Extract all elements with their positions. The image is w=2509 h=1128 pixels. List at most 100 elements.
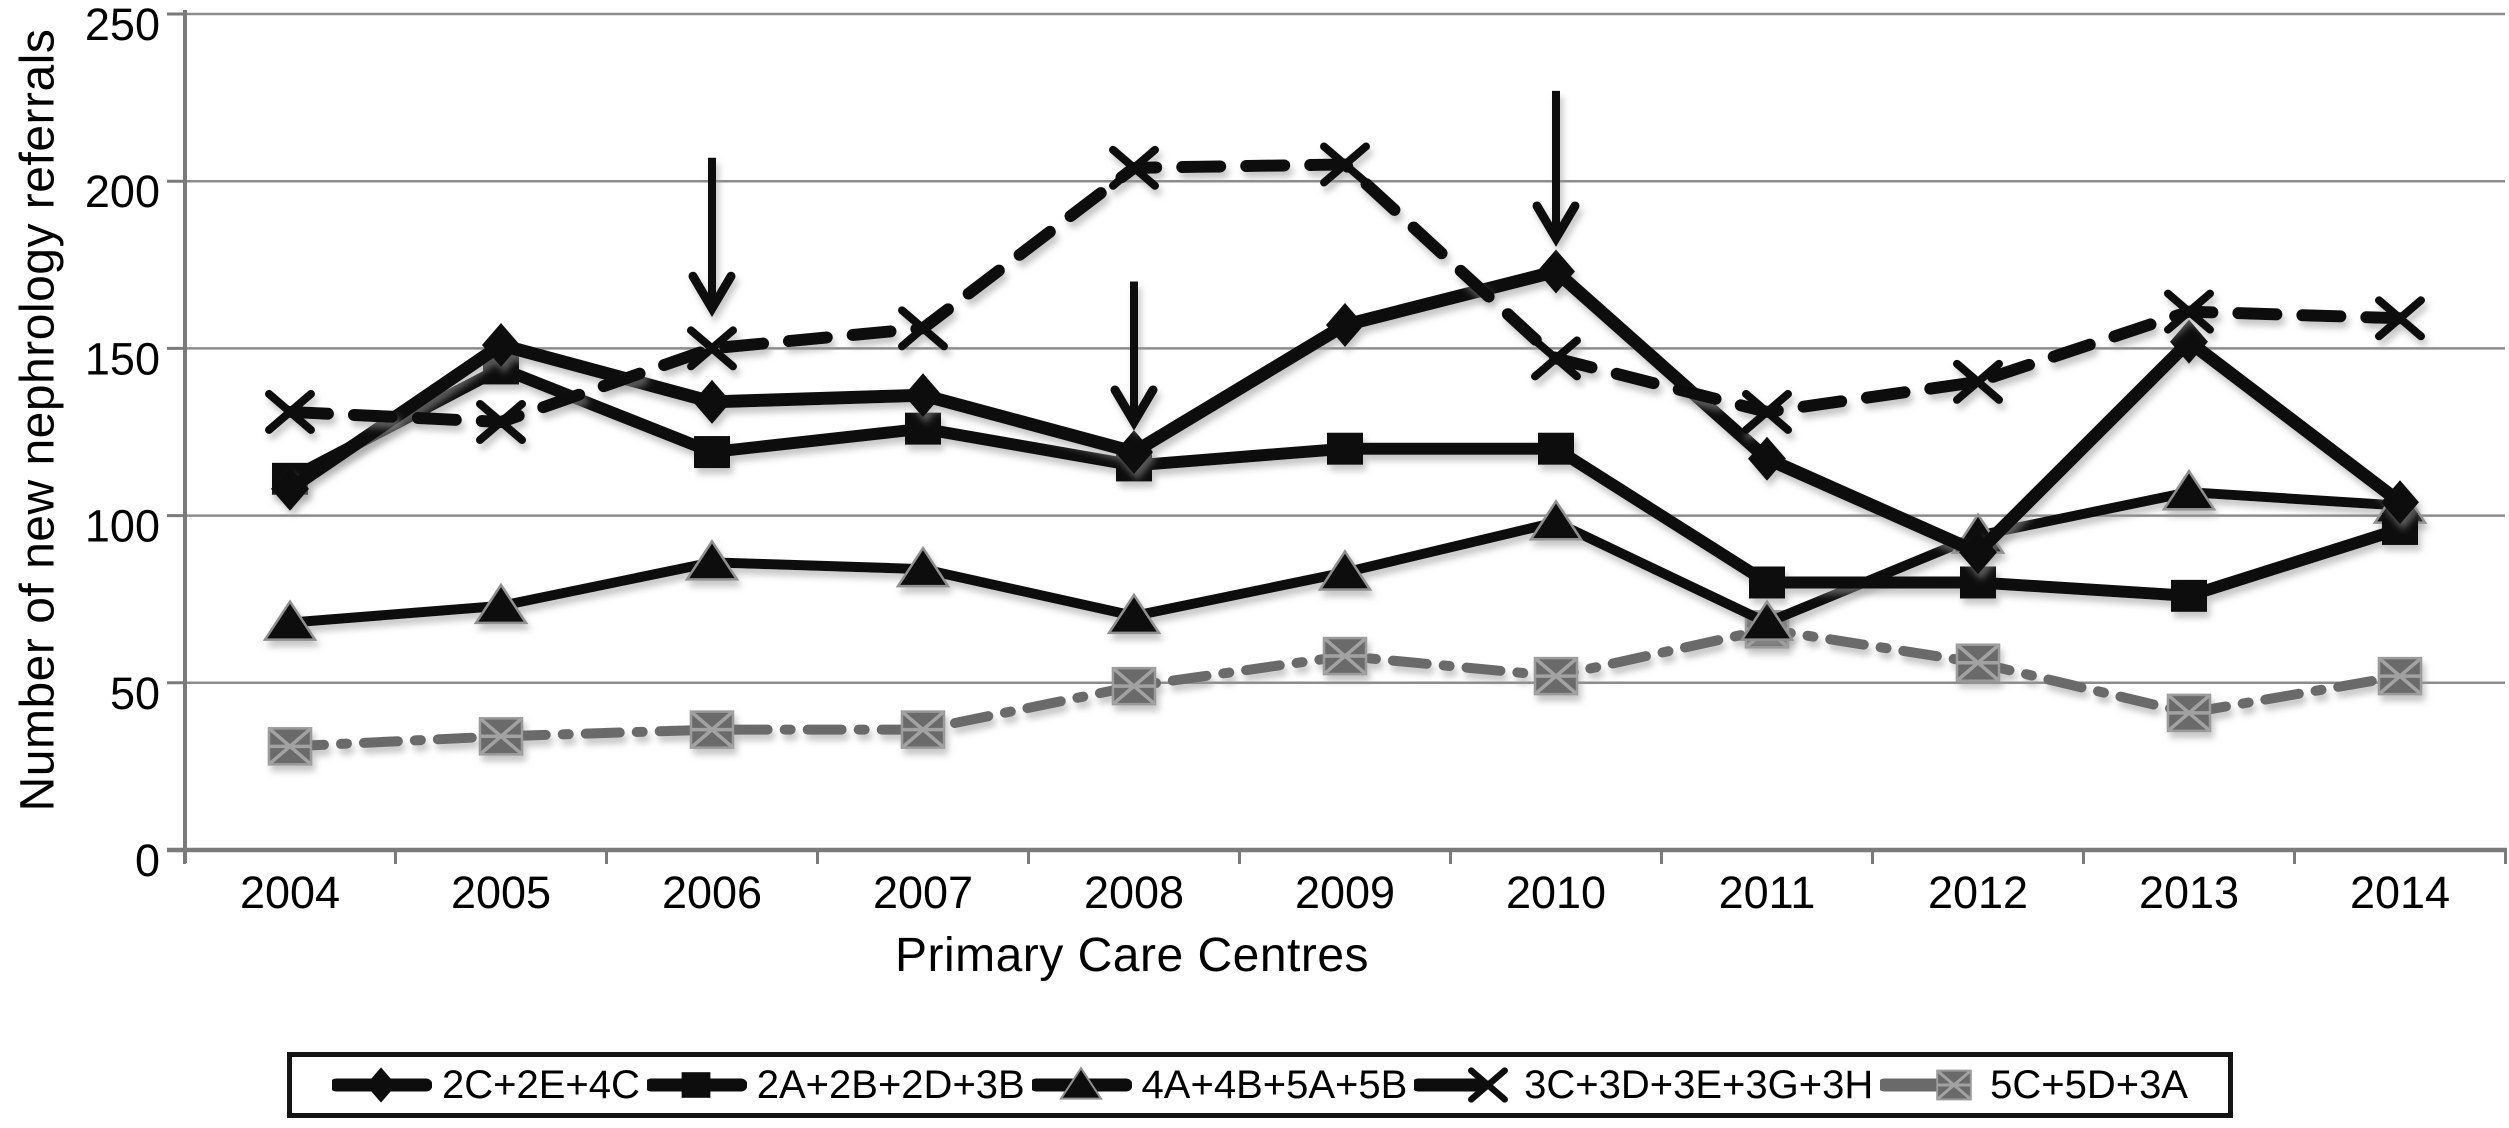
x-marker-icon xyxy=(2375,296,2425,341)
x-marker-icon xyxy=(1953,359,2003,404)
series-x xyxy=(265,142,2425,444)
boxed-x-marker-icon xyxy=(2377,656,2423,696)
x-tick-label: 2011 xyxy=(1719,867,1816,918)
legend-item: 2A+2B+2D+3B xyxy=(646,1059,1025,1111)
legend-label: 5C+5D+3A xyxy=(1990,1062,2188,1107)
square-marker-icon xyxy=(1327,432,1363,465)
x-tick-label: 2005 xyxy=(451,867,551,918)
square-marker-icon xyxy=(694,436,730,469)
down-arrow-icon xyxy=(688,157,736,318)
series-triangle xyxy=(262,468,2428,641)
y-tick-label: 0 xyxy=(135,835,160,886)
x-marker-icon xyxy=(898,306,948,351)
y-tick-label: 200 xyxy=(85,166,160,217)
boxed-x-marker-icon xyxy=(900,710,946,749)
x-tick-label: 2009 xyxy=(1295,867,1395,918)
boxed-x-marker-icon xyxy=(267,727,313,766)
legend-sample-x xyxy=(1414,1067,1509,1103)
x-tick-label: 2004 xyxy=(240,867,340,918)
x-marker-icon xyxy=(1468,1067,1509,1103)
x-tick-label: 2006 xyxy=(662,867,762,918)
x-tick-label: 2008 xyxy=(1084,867,1184,918)
diamond-marker-icon xyxy=(1748,436,1786,481)
triangle-marker-icon xyxy=(1528,499,1584,541)
series-diamond xyxy=(271,249,2419,575)
diamond-marker-icon xyxy=(2381,480,2419,525)
boxed-x-marker-icon xyxy=(689,710,735,749)
square-marker-icon xyxy=(1538,432,1574,465)
triangle-marker-icon xyxy=(1317,549,1373,591)
diamond-marker-icon xyxy=(482,323,520,368)
square-marker-icon xyxy=(2171,579,2207,612)
diamond-marker-icon xyxy=(271,466,309,511)
triangle-marker-icon xyxy=(1739,599,1795,641)
boxed-x-marker-icon xyxy=(1936,1069,1972,1101)
legend-label: 4A+4B+5A+5B xyxy=(1141,1062,1408,1107)
boxed-x-marker-icon xyxy=(2166,693,2212,733)
legend-label: 2A+2B+2D+3B xyxy=(756,1062,1025,1107)
annotation-arrows xyxy=(688,90,1580,431)
x-marker-icon xyxy=(1742,389,1792,434)
y-tick-label: 150 xyxy=(85,333,160,384)
triangle-marker-icon xyxy=(262,599,318,641)
x-marker-icon xyxy=(476,399,526,444)
boxed-x-marker-icon xyxy=(1533,656,1579,696)
triangle-marker-icon xyxy=(1058,1066,1103,1100)
y-tick-label: 50 xyxy=(110,668,160,719)
legend-label: 3C+3D+3E+3G+3H xyxy=(1524,1062,1874,1107)
square-marker-icon xyxy=(905,412,941,445)
diamond-marker-icon xyxy=(1537,249,1575,294)
diamond-marker-icon xyxy=(693,379,731,424)
legend-item: 5C+5D+3A xyxy=(1880,1059,2188,1111)
x-tick-label: 2007 xyxy=(873,867,973,918)
legend-sample-diamond xyxy=(332,1067,432,1103)
legend: 2C+2E+4C 2A+2B+2D+3B 4A+4B+5A+5B 3C+3D+3E+3… xyxy=(287,1052,2233,1118)
triangle-marker-icon xyxy=(895,545,951,588)
triangle-marker-icon xyxy=(473,582,529,625)
diamond-marker-icon xyxy=(904,373,942,418)
x-tick-label: 2010 xyxy=(1506,867,1606,918)
square-marker-icon xyxy=(681,1072,711,1098)
y-tick-label: 250 xyxy=(85,0,160,50)
down-arrow-icon xyxy=(1110,281,1158,431)
x-axis-title: Primary Care Centres xyxy=(894,929,1370,982)
legend-sample-boxed-x xyxy=(1880,1069,1972,1101)
legend-sample-triangle xyxy=(1031,1066,1132,1100)
series-boxed-x xyxy=(267,609,2423,766)
x-axis-labels: 2004 2005 2006 2007 2008 2009 2010 2011 2012 2013… xyxy=(183,850,2507,918)
down-arrow-icon xyxy=(1532,90,1580,247)
boxed-x-marker-icon xyxy=(1955,643,2001,683)
legend-item: 3C+3D+3E+3G+3H xyxy=(1414,1059,1873,1111)
x-tick-label: 2012 xyxy=(1928,867,2028,918)
diamond-marker-icon xyxy=(365,1067,397,1103)
x-tick-label: 2013 xyxy=(2139,867,2239,918)
series-line xyxy=(284,158,2406,428)
boxed-x-marker-icon xyxy=(1322,636,1368,676)
x-marker-icon xyxy=(687,326,737,371)
x-marker-icon xyxy=(1109,145,1159,190)
gridlines: 0 50 100 150 200 250 xyxy=(85,0,2505,886)
series-square xyxy=(272,352,2418,612)
diamond-marker-icon xyxy=(1959,530,1997,575)
legend-sample-square xyxy=(646,1072,747,1098)
x-tick-label: 2014 xyxy=(2350,867,2450,918)
x-marker-icon xyxy=(1320,142,1370,187)
x-marker-icon xyxy=(265,389,315,434)
y-tick-label: 100 xyxy=(85,501,160,552)
triangle-marker-icon xyxy=(1106,592,1162,635)
legend-label: 2C+2E+4C xyxy=(442,1062,640,1107)
diamond-marker-icon xyxy=(2170,319,2208,364)
triangle-marker-icon xyxy=(684,539,740,581)
legend-item: 4A+4B+5A+5B xyxy=(1031,1059,1408,1111)
legend-item: 2C+2E+4C xyxy=(332,1059,640,1111)
triangle-marker-icon xyxy=(2161,468,2217,511)
x-marker-icon xyxy=(2164,289,2214,334)
x-marker-icon xyxy=(1531,336,1581,381)
boxed-x-marker-icon xyxy=(478,716,524,756)
y-axis-title: Number of new nephrology referrals xyxy=(11,28,65,812)
diamond-marker-icon xyxy=(1115,430,1153,475)
diamond-marker-icon xyxy=(1326,302,1364,347)
square-marker-icon xyxy=(1749,566,1785,599)
